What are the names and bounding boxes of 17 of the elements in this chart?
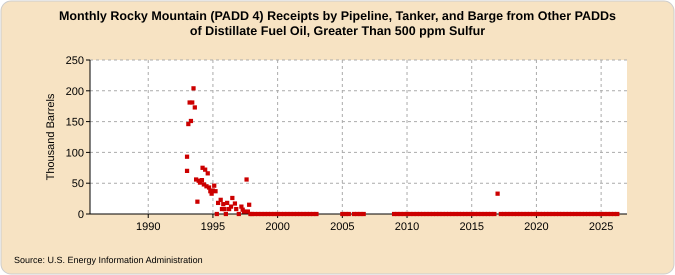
x-tick-label: 2000 xyxy=(265,221,290,233)
chart-title: Monthly Rocky Mountain (PADD 4) Receipts by Pipeline, Tanker, and Barge from Other PADDs of Distillate Fuel Oil, Greater Than 500 ppm Sulfur xyxy=(58,9,616,38)
y-tick-label: 100 xyxy=(66,147,84,160)
y-tick-label: 150 xyxy=(66,116,84,129)
x-tick-label: 2005 xyxy=(330,221,355,233)
y-tick-label: 200 xyxy=(66,86,84,98)
x-tick-label: 2015 xyxy=(459,221,484,233)
y-tick-label: 250 xyxy=(66,55,84,67)
source-note: Source: U.S. Energy Information Administration xyxy=(14,255,203,265)
x-tick-label: 2025 xyxy=(588,221,614,233)
x-tick-label: 1995 xyxy=(200,221,226,233)
y-tick-label: 0 xyxy=(78,209,84,221)
x-tick-label: 2010 xyxy=(394,221,420,233)
y-axis-title: Thousand Barrels xyxy=(45,93,57,180)
y-tick-label: 50 xyxy=(72,178,84,190)
x-tick-label: 1990 xyxy=(136,221,160,233)
x-tick-label: 2020 xyxy=(524,221,549,233)
